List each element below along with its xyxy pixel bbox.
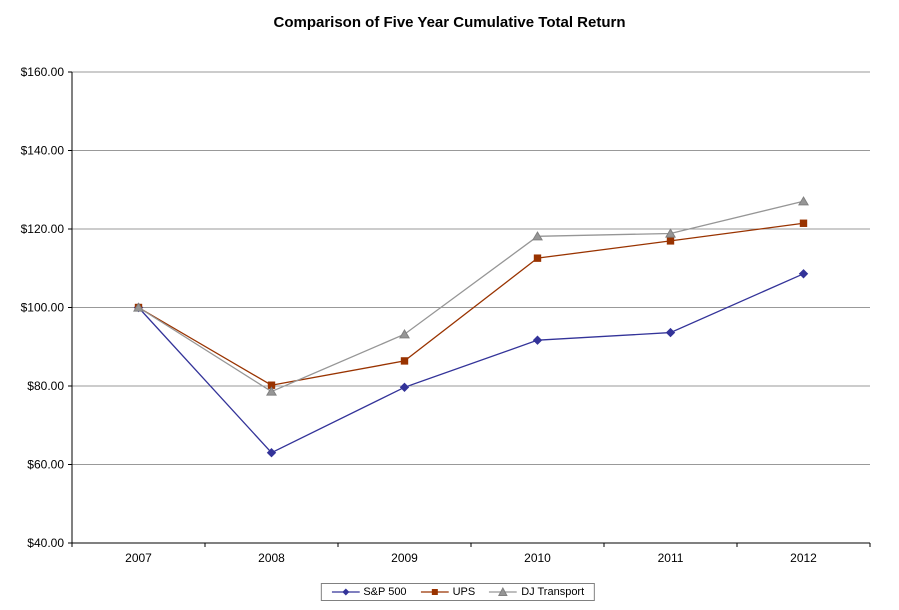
series-marker-ups: [799, 219, 808, 227]
series-line-s-p-500: [138, 273, 804, 454]
series-line-ups: [138, 222, 804, 386]
series-marker-ups: [666, 237, 675, 245]
triangle-marker-icon: [489, 586, 518, 596]
x-axis-label: 2009: [391, 551, 418, 565]
chart-legend: S&P 500 UPS DJ Transport: [320, 583, 596, 601]
series-marker-s-p-500: [665, 327, 676, 338]
y-axis-label: $160.00: [21, 65, 65, 79]
series-marker-dj-transport: [399, 329, 410, 339]
y-axis-label: $40.00: [27, 536, 64, 550]
series-marker-ups: [400, 357, 409, 365]
chart-title: Comparison of Five Year Cumulative Total…: [273, 14, 626, 31]
series-marker-s-p-500: [399, 382, 410, 393]
y-axis-label: $60.00: [27, 458, 64, 472]
x-axis-label: 2007: [125, 551, 152, 565]
y-axis-label: $120.00: [21, 222, 65, 236]
y-axis-label: $100.00: [21, 301, 65, 315]
legend-label: S&P 500: [363, 586, 407, 598]
series-marker-ups: [533, 254, 542, 262]
series-line-dj-transport: [138, 200, 804, 393]
legend-item-s-p-500: S&P 500: [331, 586, 407, 598]
square-marker-icon: [420, 589, 449, 595]
series-marker-dj-transport: [532, 231, 543, 241]
series-marker-s-p-500: [798, 269, 809, 279]
series-marker-s-p-500: [532, 335, 543, 345]
x-axis-label: 2012: [790, 551, 817, 565]
legend-label: UPS: [452, 586, 476, 598]
series-marker-dj-transport: [133, 302, 144, 312]
series-marker-s-p-500: [266, 448, 277, 458]
x-axis-label: 2011: [658, 551, 684, 565]
legend-item-dj-transport: DJ Transport: [489, 586, 584, 598]
x-axis-label: 2010: [524, 551, 551, 565]
y-axis-label: $80.00: [27, 379, 64, 393]
x-axis-label: 2008: [258, 551, 285, 565]
series-marker-dj-transport: [665, 228, 676, 238]
series-marker-dj-transport: [798, 196, 809, 206]
series-marker-dj-transport: [266, 386, 277, 396]
diamond-marker-icon: [331, 588, 360, 596]
y-axis-label: $140.00: [21, 144, 65, 158]
legend-item-ups: UPS: [420, 586, 476, 598]
legend-label: DJ Transport: [521, 586, 585, 598]
